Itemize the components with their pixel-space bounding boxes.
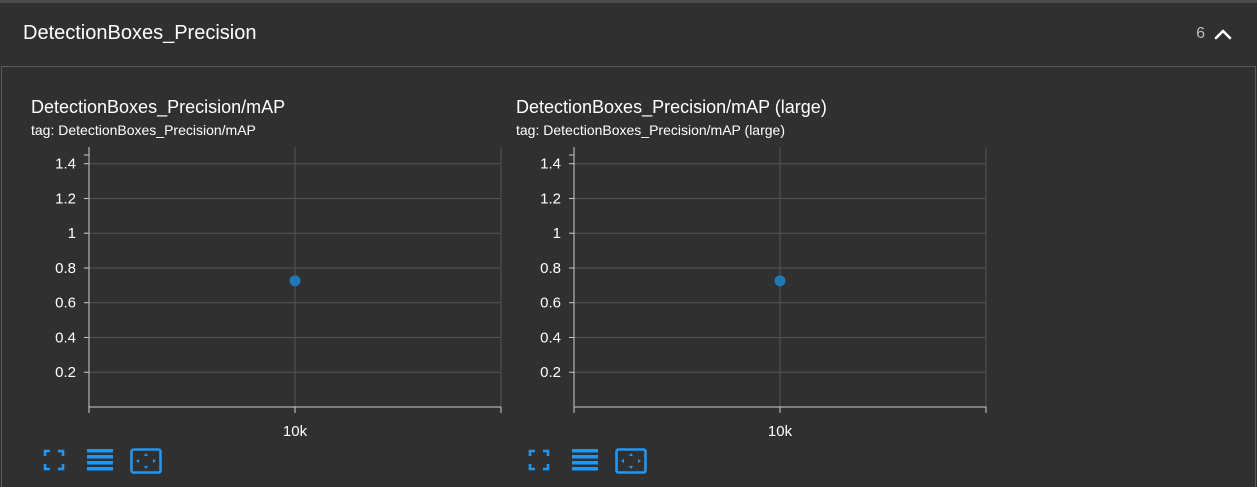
y-tick-label: 1 bbox=[68, 225, 76, 242]
section-header[interactable]: DetectionBoxes_Precision 6 bbox=[0, 3, 1257, 65]
card-tag: tag: DetectionBoxes_Precision/mAP (large… bbox=[516, 122, 785, 138]
card-tag: tag: DetectionBoxes_Precision/mAP bbox=[31, 122, 256, 138]
y-tick-label: 1.4 bbox=[540, 156, 561, 173]
y-tick-label: 0.6 bbox=[540, 295, 561, 312]
fullscreen-icon[interactable] bbox=[527, 448, 551, 472]
y-tick-label: 1 bbox=[553, 225, 561, 242]
y-tick-label: 0.4 bbox=[55, 329, 76, 346]
fit-domain-icon[interactable] bbox=[130, 448, 162, 474]
data-point[interactable] bbox=[774, 275, 786, 287]
card-title: DetectionBoxes_Precision/mAP bbox=[31, 97, 286, 117]
fit-domain-icon[interactable] bbox=[615, 448, 647, 474]
y-tick-label: 0.8 bbox=[540, 260, 561, 277]
fullscreen-icon[interactable] bbox=[42, 448, 66, 472]
chevron-up-icon[interactable] bbox=[1213, 25, 1233, 45]
y-tick-label: 0.6 bbox=[55, 295, 76, 312]
x-tick-label: 10k bbox=[283, 423, 308, 440]
y-tick-label: 0.8 bbox=[55, 260, 76, 277]
scalar-card-map: DetectionBoxes_Precision/mAP tag: Detect… bbox=[2, 67, 502, 487]
chart-plot[interactable]: 0.2 0.4 0.6 0.8 1 1.2 1.4 10k bbox=[2, 147, 502, 440]
y-tick-label: 0.2 bbox=[55, 364, 76, 381]
section-title: DetectionBoxes_Precision bbox=[23, 22, 257, 44]
top-border bbox=[0, 0, 1257, 3]
y-tick-label: 1.2 bbox=[55, 190, 76, 207]
toggle-log-scale-icon[interactable] bbox=[571, 448, 599, 474]
x-tick-label: 10k bbox=[768, 423, 793, 440]
toggle-log-scale-icon[interactable] bbox=[86, 448, 114, 474]
card-count-badge: 6 bbox=[1196, 25, 1205, 42]
card-title: DetectionBoxes_Precision/mAP (large) bbox=[516, 97, 827, 117]
y-tick-label: 1.2 bbox=[540, 190, 561, 207]
data-point[interactable] bbox=[289, 275, 301, 287]
scalar-card-map-large: DetectionBoxes_Precision/mAP (large) tag… bbox=[487, 67, 987, 487]
chart-plot[interactable]: 0.2 0.4 0.6 0.8 1 1.2 1.4 10k bbox=[487, 147, 987, 440]
y-tick-label: 0.2 bbox=[540, 364, 561, 381]
section-body: DetectionBoxes_Precision/mAP tag: Detect… bbox=[1, 66, 1256, 487]
y-tick-label: 0.4 bbox=[540, 329, 561, 346]
y-tick-label: 1.4 bbox=[55, 156, 76, 173]
